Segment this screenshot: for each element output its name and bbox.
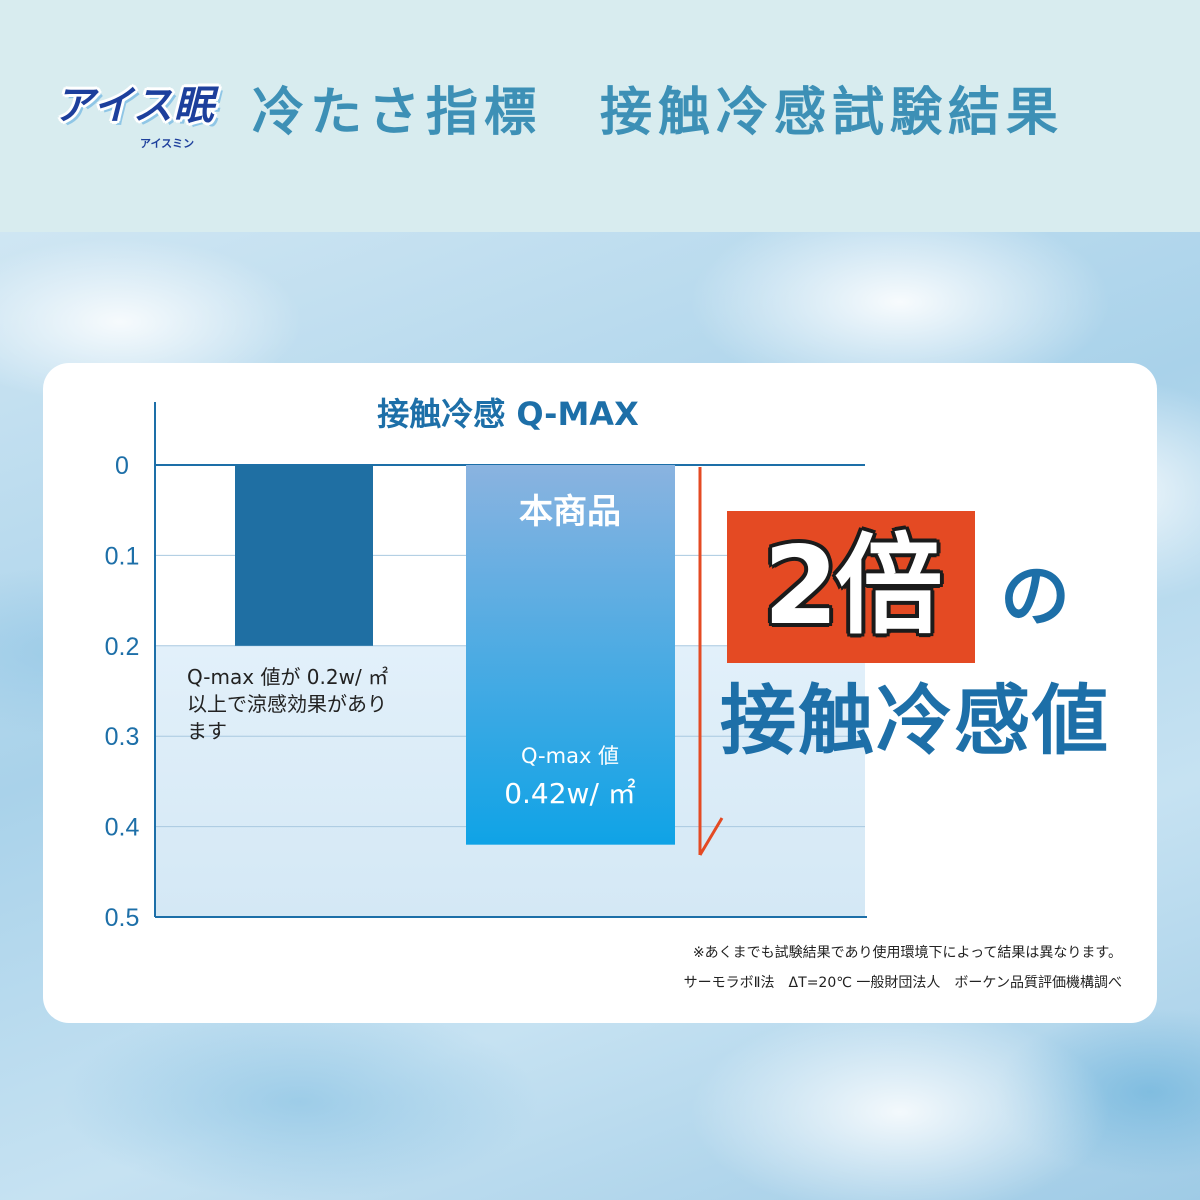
- footnote-disclaimer: ※あくまでも試験結果であり使用環境下によって結果は異なります。: [692, 945, 1122, 961]
- logo-subtext: アイスミン: [140, 137, 195, 150]
- page-title: 冷たさ指標 接触冷感試験結果: [252, 83, 1065, 143]
- callout-particle: の: [1000, 555, 1070, 637]
- product-bar: [466, 465, 675, 845]
- reference-note-line: ます: [187, 719, 227, 743]
- two-times-badge: 2倍: [727, 511, 975, 663]
- reference-note-line: Q-max 値が 0.2w/ ㎡: [187, 665, 388, 689]
- y-tick-label: 0.3: [105, 723, 140, 751]
- product-value: 0.42w/ ㎡: [504, 777, 636, 810]
- reference-note-line: 以上で涼感効果があり: [187, 692, 387, 716]
- product-value-caption: Q-max 値: [521, 744, 619, 768]
- y-tick-label: 0.1: [105, 542, 140, 570]
- chart-title: 接触冷感 Q-MAX: [377, 395, 639, 433]
- arrow-head: [698, 817, 724, 856]
- logo-text: アイス眠: [54, 83, 215, 129]
- badge-text: 2倍: [763, 524, 942, 649]
- callout-text: 接触冷感値: [720, 676, 1110, 765]
- y-tick-label: 0.2: [105, 633, 140, 661]
- header-banner: アイス眠 アイスミン 冷たさ指標 接触冷感試験結果: [0, 0, 1200, 232]
- y-tick-label: 0.5: [105, 904, 140, 932]
- product-bar-label: 本商品: [519, 492, 621, 532]
- footnote-method: サーモラボⅡ法 ΔT=20℃ 一般財団法人 ボーケン品質評価機構調べ: [683, 975, 1122, 991]
- y-tick-label: 0: [115, 452, 129, 480]
- y-tick-label: 0.4: [105, 814, 140, 842]
- reference-bar: [235, 465, 373, 646]
- brand-logo: アイス眠 アイスミン: [54, 80, 219, 152]
